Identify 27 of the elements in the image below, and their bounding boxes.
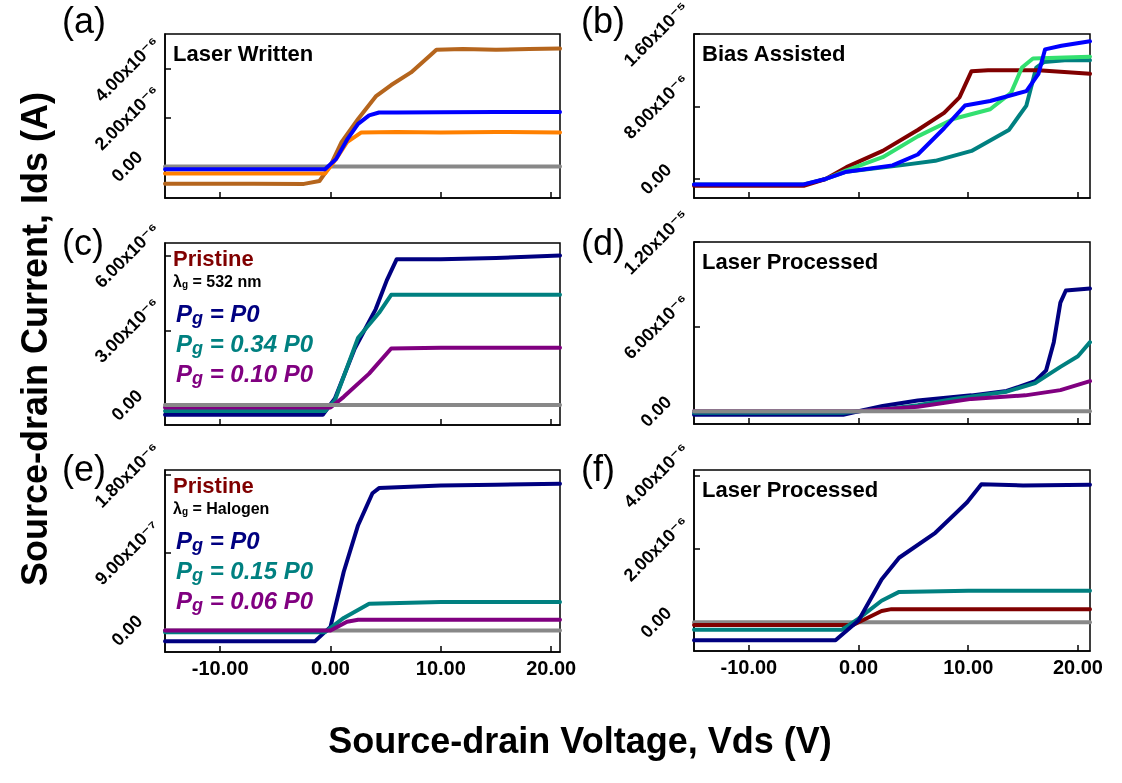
chart-title: (f) [581,447,615,489]
chart-subtitle: Laser Written [173,40,314,66]
x-tick-label: 0.00 [311,657,350,679]
x-tick-label: -10.00 [191,657,249,679]
legend-title: Pristine [173,472,254,498]
chart-subtitle: Laser Processed [702,476,879,502]
y-tick-label: 0.00 [107,610,147,650]
x-tick-label: 10.00 [943,656,994,678]
x-tick-label: 20.00 [526,657,577,679]
chart-subtitle: Bias Assisted [702,40,846,66]
legend-title: Pristine [173,245,254,271]
chart-subtitle: Laser Processed [702,248,879,274]
y-axis-title: Source-drain Current, Ids (A) [14,90,56,589]
chart-title: (d) [581,221,625,263]
chart-title: (b) [581,0,625,41]
x-axis-title: Source-drain Voltage, Vds (V) [327,720,833,762]
x-tick-label: 10.00 [415,657,466,679]
x-tick-label: 20.00 [1052,656,1103,678]
y-tick-label: 0.00 [107,146,147,186]
y-tick-label: 0.00 [636,159,676,199]
x-tick-label: 0.00 [839,656,879,678]
y-tick-label: 0.00 [636,391,676,431]
y-tick-label: 0.00 [636,602,676,642]
annotation: λg = Halogen [173,499,270,517]
x-tick-label: -10.00 [720,656,778,678]
annotation: λg = 532 nm [173,272,262,290]
y-tick-label: 0.00 [107,385,147,425]
